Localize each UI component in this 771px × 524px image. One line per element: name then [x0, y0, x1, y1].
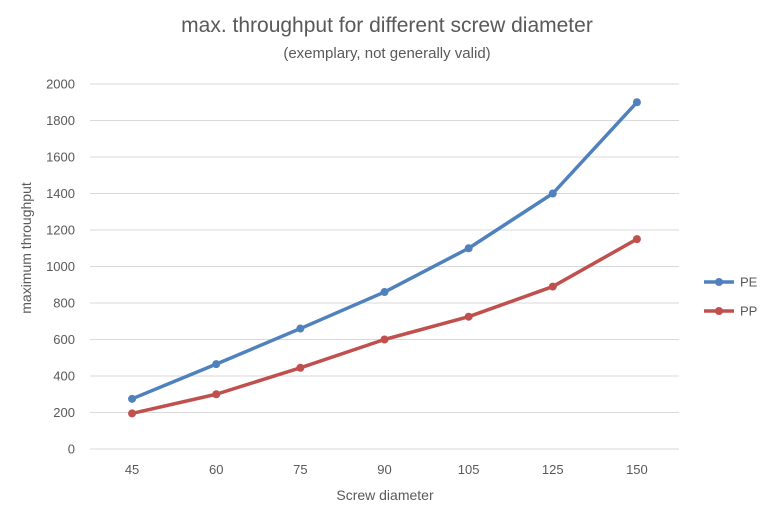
- chart-title: max. throughput for different screw diam…: [181, 14, 593, 37]
- x-tick-label: 60: [209, 462, 223, 477]
- data-point-pp: [548, 282, 557, 291]
- y-axis-ticks: 0 200 400 600 800 1000 1200 1400 1600 1800 2000: [46, 77, 75, 457]
- x-tick-label: 90: [377, 462, 391, 477]
- y-tick-label: 400: [53, 369, 75, 384]
- y-tick-label: 2000: [46, 77, 75, 92]
- data-point-pp: [128, 409, 137, 418]
- data-point-pe: [632, 98, 641, 107]
- y-tick-label: 200: [53, 405, 75, 420]
- data-point-pe: [380, 288, 389, 297]
- data-point-pe: [296, 324, 305, 333]
- data-point-pp: [632, 235, 641, 244]
- y-tick-label: 800: [53, 296, 75, 311]
- data-point-pp: [380, 335, 389, 344]
- x-axis-title: Screw diameter: [336, 487, 434, 503]
- y-tick-label: 600: [53, 332, 75, 347]
- series-line-pe: [130, 100, 639, 401]
- gridlines: [90, 83, 679, 413]
- series-group: [128, 98, 641, 418]
- chart-subtitle: (exemplary, not generally valid): [283, 45, 490, 62]
- y-tick-label: 0: [68, 442, 75, 457]
- data-point-pp: [296, 363, 305, 372]
- x-tick-label: 125: [542, 462, 564, 477]
- y-tick-label: 1000: [46, 259, 75, 274]
- data-point-pe: [548, 189, 557, 198]
- x-axis-ticks: 45 60 75 90 105 125 150: [125, 462, 648, 477]
- y-tick-label: 1600: [46, 150, 75, 165]
- legend: PE PP: [704, 275, 758, 319]
- data-point-pe: [212, 360, 221, 369]
- x-tick-label: 105: [458, 462, 480, 477]
- x-tick-label: 45: [125, 462, 139, 477]
- x-tick-label: 75: [293, 462, 307, 477]
- legend-marker-pe: [715, 278, 723, 286]
- y-tick-label: 1400: [46, 186, 75, 201]
- data-point-pp: [212, 390, 221, 399]
- series-line-pp: [130, 237, 639, 416]
- y-axis-title: maximum throughput: [18, 182, 34, 314]
- legend-label-pe: PE: [740, 275, 758, 290]
- y-tick-label: 1800: [46, 113, 75, 128]
- y-tick-label: 1200: [46, 223, 75, 238]
- x-tick-label: 150: [626, 462, 648, 477]
- legend-label-pp: PP: [740, 304, 757, 319]
- data-point-pp: [464, 312, 473, 321]
- legend-marker-pp: [715, 307, 723, 315]
- data-point-pe: [464, 244, 473, 253]
- data-point-pe: [128, 394, 137, 403]
